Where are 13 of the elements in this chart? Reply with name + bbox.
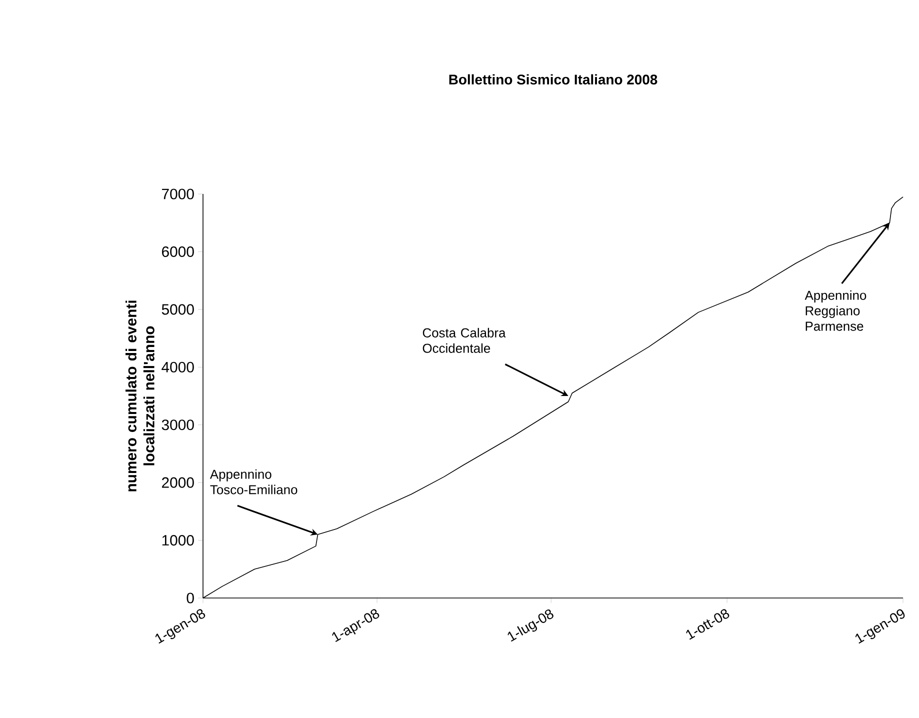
chart-title: Bollettino Sismico Italiano 2008 (449, 74, 658, 85)
y-tick-label: 4000 (162, 362, 194, 372)
y-tick-label: 6000 (162, 246, 194, 257)
annotation: Appennino Tosco-Emiliano (210, 469, 298, 494)
y-tick-label: 2000 (162, 477, 194, 488)
annotation: Appennino Reggiano Parmense (804, 290, 866, 331)
y-tick-label: 0 (186, 592, 194, 604)
annotation: Costa Calabra Occidentale (422, 328, 506, 353)
y-tick-label: 7000 (162, 188, 194, 200)
y-axis-title: numero cumulato di eventi localizzati nell'anno (126, 300, 154, 492)
y-tick-label: 5000 (162, 304, 194, 315)
y-tick-label: 3000 (162, 420, 194, 430)
y-tick-label: 1000 (162, 534, 194, 546)
